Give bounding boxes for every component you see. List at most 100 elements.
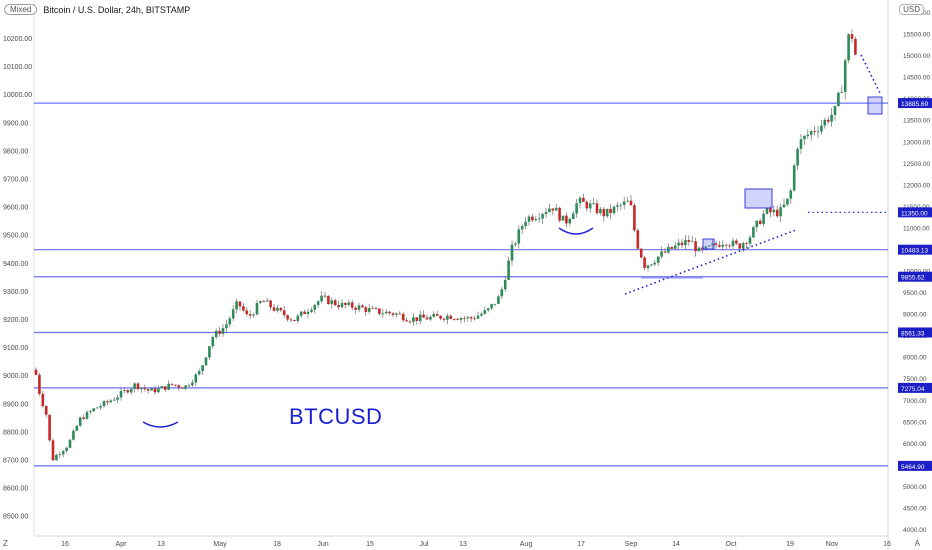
candle-body (265, 300, 269, 302)
candle-body (765, 208, 769, 214)
candle-body (616, 205, 619, 207)
candle-body (201, 365, 204, 372)
candle-body (109, 400, 113, 403)
candle-body (667, 246, 670, 253)
candle-body (830, 114, 833, 122)
candle-body (687, 240, 691, 242)
candle-body (786, 198, 789, 205)
level-price-tag (898, 98, 932, 109)
candle-body (463, 318, 466, 319)
candle-body (469, 317, 473, 319)
candle-body (806, 134, 810, 137)
candle-body (41, 393, 45, 406)
x-axis-tick-label: Jun (317, 541, 328, 548)
target-box (744, 188, 773, 209)
x-axis-tick-label: May (213, 541, 227, 548)
candle-body (242, 306, 245, 311)
left-axis-tick-label: 8800.00 (3, 429, 28, 436)
candle-body (653, 262, 657, 265)
candle-body (452, 319, 456, 320)
candle-body (782, 204, 786, 208)
candle-body (633, 205, 636, 231)
left-axis-tick-label: 10000.00 (3, 92, 32, 99)
right-axis-tick-label: 15500.00 (903, 32, 930, 39)
candle-body (626, 200, 629, 202)
candle-body (361, 305, 364, 308)
candle-body (459, 318, 463, 320)
candle-body (299, 311, 303, 316)
candle-body (289, 319, 293, 321)
candle-body (65, 447, 68, 452)
candle-body (378, 308, 381, 314)
level-price-tag (898, 244, 932, 255)
candle-body (850, 34, 854, 39)
candle-body (313, 304, 317, 310)
left-axis-tick-label: 8600.00 (3, 486, 28, 493)
right-axis-tick-label: 6500.00 (903, 419, 927, 426)
candle-body (163, 386, 167, 390)
right-axis-tick-label: 13000.00 (903, 139, 930, 146)
right-axis-tick-label: 4000.00 (903, 527, 927, 534)
candle-body (415, 317, 419, 322)
candle-body (677, 242, 680, 246)
candle-body (68, 439, 72, 448)
candle-body (833, 105, 837, 115)
candle-body (282, 310, 286, 316)
right-axis-tick-label: 7500.00 (903, 376, 927, 383)
scale-mode-badge[interactable]: Mixed (4, 4, 38, 15)
candle-body (425, 317, 429, 320)
candle-body (721, 244, 725, 247)
candle-body (126, 390, 130, 393)
right-axis-tick-label: 11000.00 (903, 225, 930, 232)
candle-body (357, 305, 361, 310)
candle-body (585, 201, 589, 209)
candle-body (303, 311, 306, 314)
corner-zoom-label[interactable]: Z (3, 539, 8, 548)
candle-body (306, 311, 310, 314)
candle-body (89, 411, 92, 412)
candle-body (208, 346, 211, 358)
corner-auto-label[interactable]: A (914, 539, 920, 548)
candle-body (684, 240, 687, 246)
candle-body (102, 401, 106, 407)
candle-body (847, 34, 850, 61)
candle-body (398, 313, 402, 315)
candle-body (605, 208, 609, 217)
candle-body (769, 208, 772, 213)
candle-body (714, 243, 718, 246)
candle-body (816, 131, 820, 133)
right-axis-tick-label: 8000.00 (903, 355, 927, 362)
candle-body (354, 307, 357, 310)
candle-body (391, 313, 395, 315)
candle-body (520, 226, 524, 230)
candle-body (333, 300, 337, 306)
left-axis-tick-label: 10100.00 (3, 64, 32, 71)
candle-body (446, 315, 449, 320)
left-axis-tick-label: 9200.00 (3, 317, 28, 324)
candle-body (323, 295, 327, 297)
candle-body (228, 318, 232, 325)
x-axis-tick-label: Jul (420, 541, 429, 548)
left-axis-tick-label: 9800.00 (3, 148, 28, 155)
candle-body (367, 307, 371, 312)
candle-body (225, 324, 228, 329)
candle-body (537, 218, 541, 220)
candle-body (854, 38, 857, 55)
candle-body (384, 311, 388, 314)
candle-body (656, 256, 660, 263)
candle-body (792, 165, 796, 191)
right-axis-tick-label: 14500.00 (903, 75, 930, 82)
currency-label[interactable]: USD (899, 4, 924, 15)
candle-body (112, 399, 116, 401)
level-price-label: 7275.04 (901, 386, 925, 393)
candle-body (568, 218, 572, 224)
candle-body (531, 216, 534, 221)
candle-body (72, 430, 75, 440)
candle-body (388, 311, 391, 314)
price-tag-label: 11350.00 (901, 210, 928, 217)
candle-body (663, 251, 667, 253)
candle-body (245, 310, 249, 315)
candle-body (439, 315, 442, 319)
level-price-tag (898, 327, 932, 338)
